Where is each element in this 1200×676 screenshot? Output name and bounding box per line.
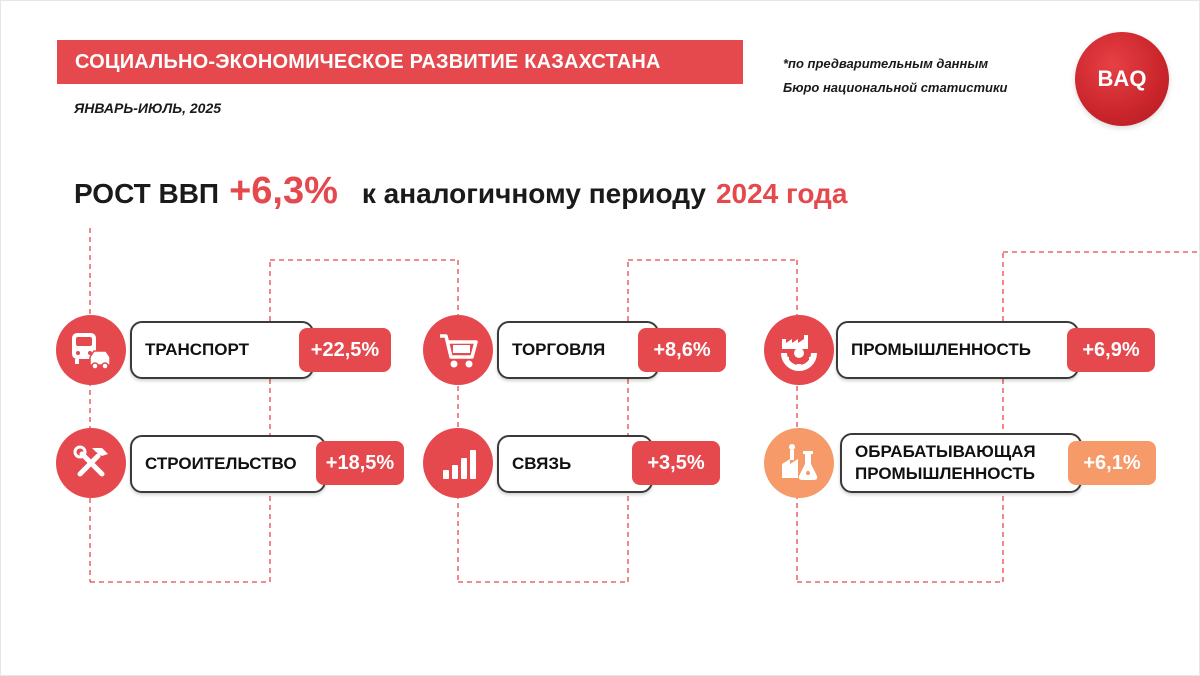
gdp-headline: РОСТ ВВП +6,3% к аналогичному периоду 20… [74,170,847,220]
source-note-line2: Бюро национальной статистики [783,80,1008,95]
sector-value-trade: +8,6% [638,328,726,372]
industry-icon-circle [764,315,834,385]
sector-label-manufacturing-line2: ПРОМЫШЛЕННОСТЬ [855,464,1035,483]
sector-label-construction: СТРОИТЕЛЬСТВО [145,454,297,473]
communication-icon-circle [423,428,493,498]
sector-label-manufacturing-line1: ОБРАБАТЫВАЮЩАЯ [855,442,1036,461]
headline-middle: к аналогичному периоду [361,178,706,209]
sector-value-industry: +6,9% [1067,328,1155,372]
sector-pill-trade: ТОРГОВЛЯ [497,321,659,379]
sector-label-communication: СВЯЗЬ [512,454,572,473]
sector-value-transport: +22,5% [299,328,391,372]
sector-pill-construction: СТРОИТЕЛЬСТВО [130,435,326,493]
shopping-cart-icon [440,334,478,368]
headline-year: 2024 года [715,178,848,209]
sector-label-transport: ТРАНСПОРТ [145,340,250,359]
sector-value-manufacturing: +6,1% [1068,441,1156,485]
sector-pill-communication: СВЯЗЬ [497,435,653,493]
transport-icon-circle [56,315,126,385]
signal-bars-icon [443,450,476,479]
sector-pill-manufacturing: ОБРАБАТЫВАЮЩАЯ ПРОМЫШЛЕННОСТЬ [840,433,1082,493]
sector-pill-industry: ПРОМЫШЛЕННОСТЬ [836,321,1079,379]
sector-label-manufacturing: ОБРАБАТЫВАЮЩАЯ ПРОМЫШЛЕННОСТЬ [855,441,1036,485]
construction-icon-circle [56,428,126,498]
transport-icon [72,333,111,370]
sector-pill-transport: ТРАНСПОРТ [130,321,314,379]
source-note: *по предварительным данным Бюро национал… [783,52,1007,100]
headline-prefix: РОСТ ВВП [74,178,220,209]
source-note-line1: *по предварительным данным [783,56,989,71]
processing-plant-icon [782,444,818,480]
factory-gear-icon [781,335,817,371]
gdp-growth-value: +6,3% [229,170,338,212]
period-label: ЯНВАРЬ-ИЮЛЬ, 2025 [74,100,222,116]
manufacturing-icon-circle [764,428,834,498]
title-banner: СОЦИАЛЬНО-ЭКОНОМИЧЕСКОЕ РАЗВИТИЕ КАЗАХСТ… [57,40,743,84]
baq-logo: BAQ [1075,32,1169,126]
construction-tools-icon [73,445,108,477]
sector-label-industry: ПРОМЫШЛЕННОСТЬ [851,340,1031,359]
sector-value-communication: +3,5% [632,441,720,485]
sector-value-construction: +18,5% [316,441,404,485]
sector-label-trade: ТОРГОВЛЯ [512,340,606,359]
trade-icon-circle [423,315,493,385]
